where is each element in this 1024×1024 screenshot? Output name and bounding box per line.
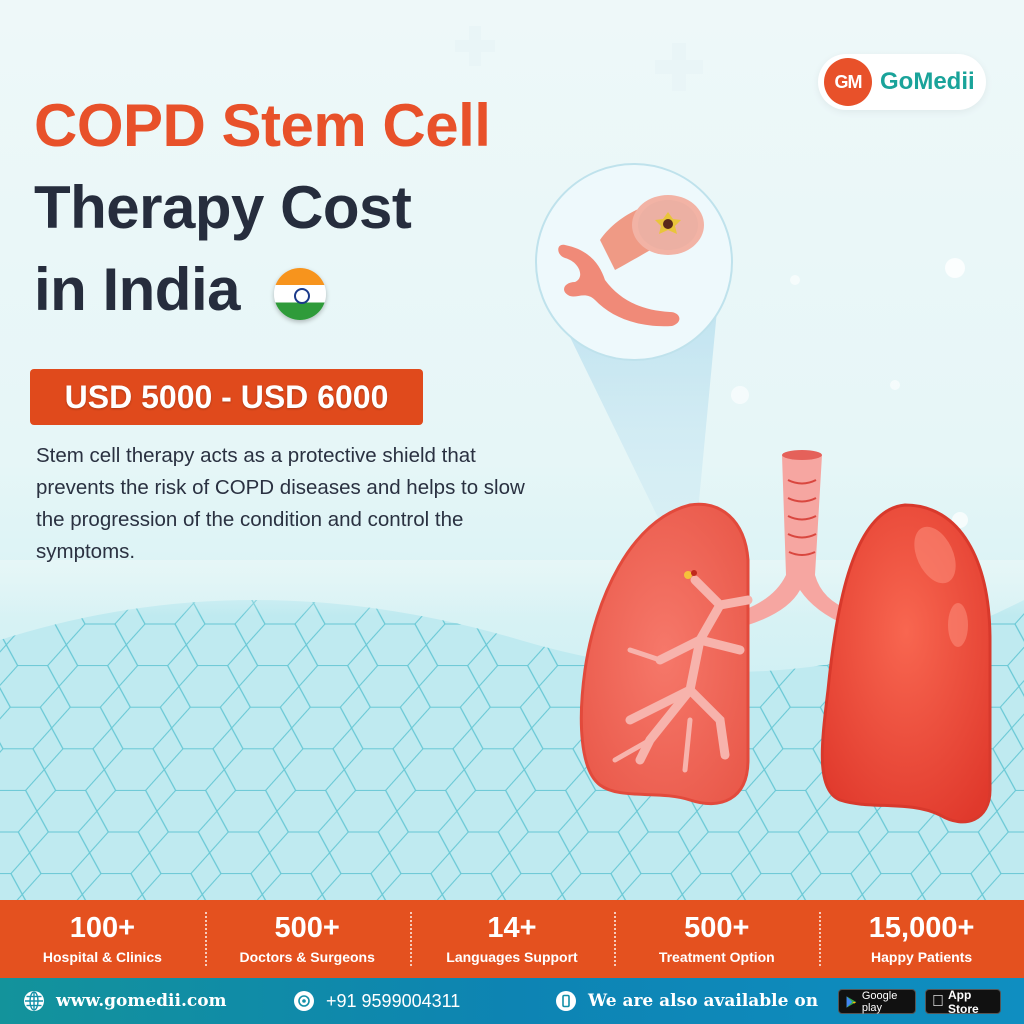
google-play-badge[interactable]: Google play	[838, 989, 916, 1014]
availability-text: We are also available on	[588, 991, 819, 1011]
stat-languages: 14+ Languages Support	[409, 900, 615, 978]
phone-number: +91 9599004311	[326, 990, 461, 1011]
lungs-illustration	[579, 450, 992, 824]
website-url: www.gomedii.com	[56, 991, 227, 1011]
stat-value: 100+	[69, 911, 136, 944]
stat-value: 14+	[487, 911, 537, 944]
background-illustration	[0, 26, 1024, 900]
gomedii-logo[interactable]: GM GoMedii	[818, 54, 986, 110]
stat-hospitals: 100+ Hospital & Clinics	[0, 900, 205, 978]
stat-label: Hospital & Clinics	[42, 948, 162, 965]
brand-name: GoMedii	[880, 68, 975, 95]
title-line-3: in India	[34, 256, 241, 323]
title-line-3-row: in India	[34, 260, 490, 320]
description-text: Stem cell therapy acts as a protective s…	[36, 444, 525, 563]
title-line-1: COPD Stem Cell	[34, 92, 491, 159]
stat-label: Doctors & Surgeons	[239, 948, 375, 965]
page-title: COPD Stem Cell Therapy Cost in India	[34, 92, 491, 320]
bronchiole-closeup	[558, 195, 704, 327]
mobile-phone-icon	[556, 991, 576, 1011]
google-play-label: Google play	[861, 989, 898, 1014]
title-line-2: Therapy Cost	[34, 174, 412, 241]
stat-value: 15,000+	[868, 911, 975, 944]
hero-canvas: GM GoMedii COPD Stem Cell Therapy Cost i…	[0, 26, 1024, 900]
india-flag-icon	[274, 268, 326, 320]
stats-bar: 100+ Hospital & Clinics 500+ Doctors & S…	[0, 900, 1024, 978]
price-range-badge: USD 5000 - USD 6000	[30, 369, 423, 425]
stat-treatments: 500+ Treatment Option	[614, 900, 819, 978]
availability-note: We are also available on	[556, 978, 818, 1024]
whatsapp-icon	[294, 991, 314, 1011]
app-store-label: App Store	[936, 988, 994, 1016]
stat-doctors: 500+ Doctors & Surgeons	[204, 900, 410, 978]
stat-label: Happy Patients	[871, 948, 973, 965]
phone-link[interactable]: +91 9599004311	[294, 978, 460, 1024]
stat-label: Treatment Option	[658, 948, 775, 965]
stat-label: Languages Support	[446, 948, 578, 965]
stat-value: 500+	[684, 911, 750, 944]
globe-icon	[24, 991, 44, 1011]
gm-logo-mark-icon: GM	[824, 58, 872, 106]
google-play-icon	[846, 995, 857, 1008]
apple-icon: 	[932, 993, 944, 1011]
stat-value: 500+	[274, 911, 340, 944]
website-link[interactable]: www.gomedii.com	[24, 978, 227, 1024]
app-store-badge[interactable]:  App Store	[925, 988, 1001, 1016]
stat-patients: 15,000+ Happy Patients	[819, 900, 1024, 978]
